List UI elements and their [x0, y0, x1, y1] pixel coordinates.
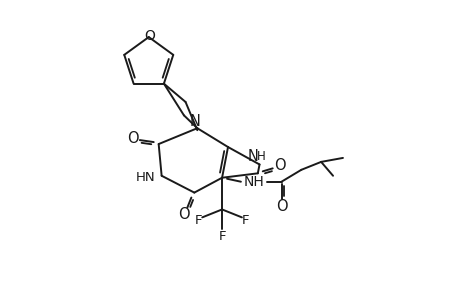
- Text: F: F: [218, 230, 225, 243]
- Text: N: N: [190, 114, 200, 129]
- Text: H: H: [257, 150, 265, 163]
- Text: O: O: [144, 29, 155, 43]
- Text: O: O: [275, 199, 287, 214]
- Text: F: F: [241, 214, 249, 227]
- Text: N: N: [246, 149, 257, 164]
- Text: O: O: [178, 207, 190, 222]
- Text: NH: NH: [243, 175, 263, 189]
- Text: O: O: [127, 130, 139, 146]
- Text: HN: HN: [136, 171, 155, 184]
- Text: F: F: [194, 214, 202, 227]
- Text: O: O: [273, 158, 285, 173]
